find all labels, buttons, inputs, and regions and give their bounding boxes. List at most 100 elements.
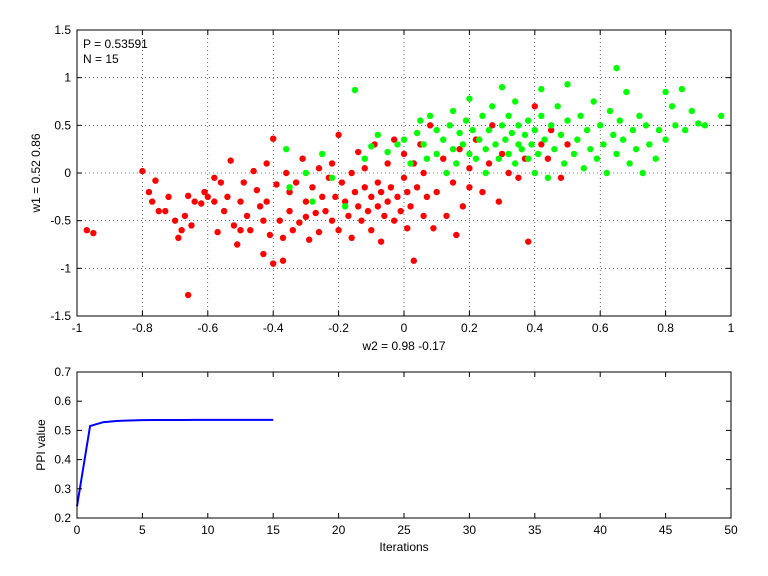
green-data-point — [515, 122, 522, 129]
green-data-point — [433, 126, 440, 134]
x-tick-label: 40 — [594, 523, 608, 537]
green-data-point — [426, 112, 434, 120]
green-data-point — [655, 126, 663, 134]
red-data-point — [286, 188, 293, 196]
red-data-point — [263, 160, 270, 167]
red-data-point — [211, 174, 218, 181]
green-data-point — [554, 103, 561, 110]
red-data-point — [214, 228, 221, 236]
y-tick-label: -0.5 — [50, 214, 71, 228]
scatter-points — [83, 64, 725, 299]
red-data-point — [305, 236, 313, 243]
green-data-point — [476, 136, 483, 143]
x-tick-label: 50 — [724, 523, 738, 537]
red-data-point — [531, 103, 538, 110]
green-data-point — [518, 145, 525, 153]
x-tick-label: 1 — [728, 321, 735, 335]
green-data-point — [672, 122, 679, 129]
y-tick-label: 0 — [64, 166, 71, 180]
x-tick-label: 0 — [74, 523, 81, 537]
y-tick-label: -1 — [60, 261, 71, 275]
red-data-point — [466, 165, 473, 172]
green-data-point — [417, 117, 424, 124]
green-data-point — [662, 136, 669, 143]
red-data-point — [348, 169, 355, 177]
red-data-point — [198, 200, 205, 207]
green-data-point — [505, 150, 512, 158]
green-data-point — [688, 107, 695, 115]
x-tick-label: -0.2 — [328, 321, 349, 335]
green-data-point — [632, 145, 640, 153]
green-data-point — [538, 112, 545, 120]
red-data-point — [335, 131, 342, 139]
red-data-point — [178, 227, 185, 234]
red-data-point — [250, 167, 257, 175]
green-data-point — [606, 107, 614, 115]
red-data-point — [387, 184, 395, 191]
red-data-point — [358, 217, 365, 224]
red-data-point — [351, 188, 359, 196]
red-data-point — [410, 257, 418, 264]
green-data-point — [646, 141, 653, 148]
red-data-point — [204, 193, 211, 201]
green-data-point — [531, 126, 538, 134]
green-data-point — [368, 143, 375, 150]
red-data-point — [384, 198, 391, 205]
green-data-point — [449, 145, 457, 153]
red-data-point — [270, 260, 277, 267]
red-data-point — [227, 157, 234, 164]
green-data-point — [525, 155, 532, 162]
green-data-point — [482, 169, 489, 177]
green-data-point — [662, 88, 669, 96]
green-data-point — [695, 120, 702, 127]
x-tick-label: 20 — [332, 523, 346, 537]
red-data-point — [338, 179, 346, 186]
red-data-point — [449, 179, 457, 186]
green-data-point — [682, 126, 689, 134]
red-data-point — [188, 222, 195, 229]
red-data-point — [243, 212, 251, 220]
green-data-point — [515, 141, 522, 148]
red-data-point — [266, 231, 274, 239]
red-data-point — [515, 174, 522, 181]
x-tick-label: 45 — [659, 523, 673, 537]
red-data-point — [364, 207, 372, 215]
green-data-point — [443, 169, 450, 177]
green-data-point — [453, 160, 460, 167]
green-data-point — [489, 103, 496, 110]
red-data-point — [547, 126, 555, 134]
y-tick-label: 0.5 — [54, 423, 71, 437]
red-data-point — [544, 155, 552, 162]
red-data-point — [443, 212, 450, 220]
x-tick-label: -0.4 — [263, 321, 284, 335]
red-data-point — [270, 135, 277, 142]
green-data-point — [394, 141, 401, 148]
green-data-point — [420, 141, 427, 148]
red-data-point — [377, 188, 385, 196]
red-data-point — [220, 207, 228, 215]
red-data-point — [273, 181, 280, 188]
green-data-point — [717, 112, 725, 120]
green-data-point — [600, 141, 607, 148]
red-data-point — [361, 184, 368, 191]
x-tick-label: -0.8 — [132, 321, 153, 335]
green-data-point — [564, 81, 571, 88]
green-data-point — [590, 98, 597, 105]
red-data-point — [237, 227, 244, 234]
red-data-point — [400, 150, 408, 158]
red-data-point — [423, 193, 431, 201]
x-tick-label: 5 — [139, 523, 146, 537]
red-data-point — [377, 238, 385, 245]
ppi-series-line — [76, 418, 274, 507]
red-data-point — [374, 179, 382, 186]
x-tick-label: -1 — [72, 321, 83, 335]
red-data-point — [286, 207, 293, 215]
red-data-point — [430, 225, 437, 232]
red-data-point — [322, 207, 329, 215]
red-data-point — [384, 160, 391, 167]
red-data-point — [253, 186, 261, 194]
red-data-point — [390, 217, 398, 224]
red-data-point — [397, 207, 404, 215]
green-data-point — [610, 131, 617, 139]
red-data-point — [260, 217, 267, 224]
